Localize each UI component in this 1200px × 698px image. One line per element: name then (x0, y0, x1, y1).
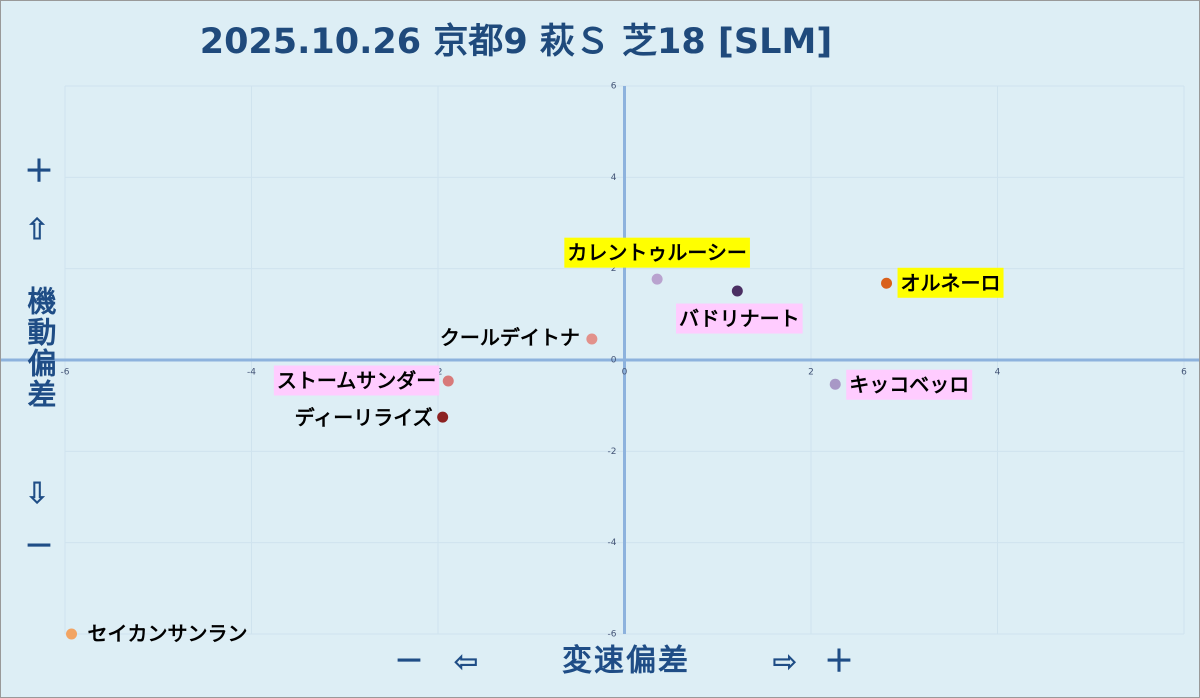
point (442, 375, 454, 387)
label-highlight (564, 237, 750, 268)
x-axis-label: 変速偏差 (562, 644, 690, 679)
point-label-group: セイカンサンラン (88, 622, 248, 646)
point-label-group: バドリナート (676, 303, 803, 334)
x-tick-label: 4 (995, 368, 1001, 378)
x-tick-label: 2 (808, 368, 814, 378)
point-label: オルネーロ (901, 271, 1001, 295)
y-minus: － (24, 530, 54, 565)
chart-title: 2025.10.26 京都9 萩Ｓ 芝18 [SLM] (200, 21, 833, 62)
x-tick-label: 6 (1181, 368, 1187, 378)
label-highlight (846, 369, 973, 400)
point-label-group: ストームサンダー (273, 365, 440, 396)
label-highlight (676, 303, 803, 334)
x-left: ⇦ (453, 645, 478, 680)
y-tick-label: -4 (608, 538, 617, 548)
point-label: ストームサンダー (277, 369, 436, 393)
point (829, 378, 841, 390)
point (651, 273, 663, 285)
y-tick-label: -6 (608, 630, 617, 640)
point (731, 285, 743, 297)
point-label: クールデイトナ (440, 325, 580, 349)
x-plus: ＋ (824, 645, 854, 680)
point-label: バドリナート (679, 307, 800, 331)
y-tick-label: 2 (611, 264, 617, 274)
y-axis-label: 機動偏差 (23, 286, 57, 410)
point-label-group: クールデイトナ (440, 325, 580, 349)
y-up: ⇧ (24, 213, 49, 248)
x-tick-label: 0 (622, 368, 628, 378)
point (66, 628, 78, 640)
point-label: キッコベッロ (849, 373, 969, 397)
y-tick-label: 4 (611, 173, 617, 183)
point-label-group: カレントゥルーシー (564, 237, 750, 268)
x-right: ⇨ (772, 645, 797, 680)
point (437, 411, 449, 423)
point-label-group: キッコベッロ (846, 369, 973, 400)
point-label-group: オルネーロ (897, 267, 1004, 298)
y-plus: ＋ (24, 155, 54, 190)
y-tick-label: 6 (611, 82, 617, 92)
y-down: ⇩ (24, 477, 49, 512)
label-highlight (273, 365, 440, 396)
y-tick-label: 0 (611, 356, 617, 366)
point-label: ディーリライズ (295, 406, 433, 430)
point (881, 277, 893, 289)
point-label: セイカンサンラン (88, 622, 248, 646)
point-label: カレントゥルーシー (567, 241, 747, 265)
point-label-group: ディーリライズ (295, 406, 433, 430)
x-tick-label: -4 (247, 368, 256, 378)
y-tick-label: -2 (608, 447, 617, 457)
label-highlight (897, 267, 1004, 298)
x-minus: － (394, 645, 424, 680)
point (586, 333, 598, 345)
x-tick-label: -6 (61, 368, 70, 378)
